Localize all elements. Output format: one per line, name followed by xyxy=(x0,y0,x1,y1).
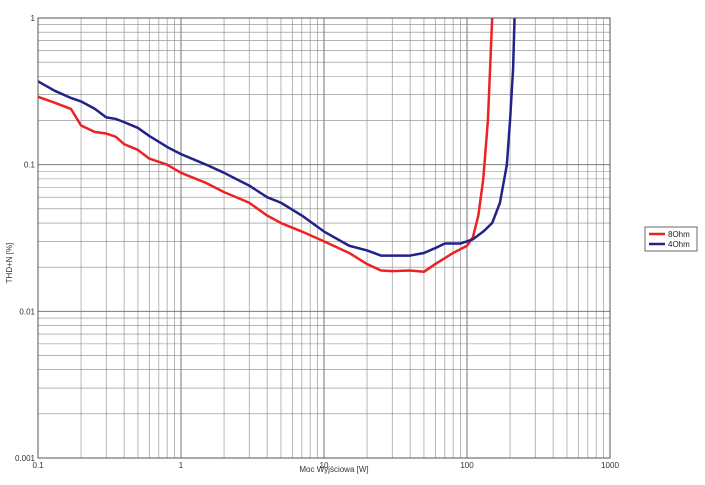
x-tick-label: 10 xyxy=(320,461,329,470)
grid xyxy=(37,18,610,459)
legend-label-4ohm: 4Ohm xyxy=(668,240,690,249)
series-line-4ohm xyxy=(37,17,516,257)
x-tick-label: 100 xyxy=(460,461,474,470)
x-axis-label: Moc Wyjściowa [W] xyxy=(299,465,368,474)
x-tick-label: 1000 xyxy=(601,461,619,470)
series-layer xyxy=(37,17,516,274)
y-tick-label: 0.001 xyxy=(15,454,36,463)
plot-frame xyxy=(37,17,611,459)
legend-label-8ohm: 8Ohm xyxy=(668,230,690,239)
x-tick-label: 1 xyxy=(179,461,184,470)
x-tick-label: 0.1 xyxy=(32,461,44,470)
y-axis-label: THD+N [%] xyxy=(5,243,14,284)
legend: 8Ohm 4Ohm xyxy=(644,226,698,252)
y-tick-label: 0.1 xyxy=(24,161,36,170)
tick-labels: 0.1 1 10 100 1000 1 0.1 0.01 0.001 xyxy=(15,14,619,470)
y-tick-label: 1 xyxy=(31,14,36,23)
y-tick-label: 0.01 xyxy=(19,307,35,316)
legend-box xyxy=(644,226,698,252)
